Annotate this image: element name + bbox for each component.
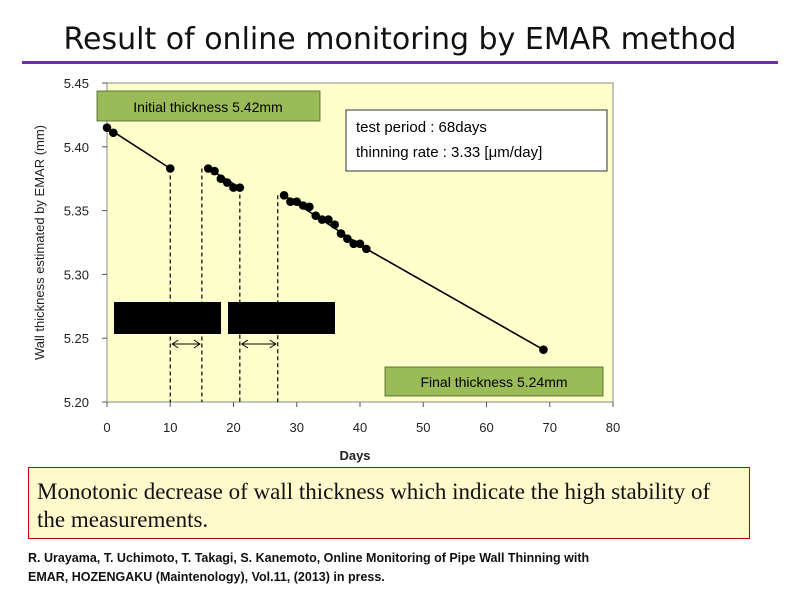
x-axis-label: Days: [339, 448, 370, 463]
data-point: [229, 183, 238, 192]
citation-line-2: EMAR, HOZENGAKU (Maintenology), Vol.11, …: [28, 570, 385, 584]
x-tick-label: 60: [479, 420, 493, 435]
y-axis-label: Wall thickness estimated by EMAR (mm): [32, 125, 47, 360]
y-tick-label: 5.25: [64, 331, 89, 346]
data-point: [222, 178, 232, 187]
data-point: [305, 202, 314, 212]
conclusion-box: Monotonic decrease of wall thickness whi…: [28, 467, 750, 539]
data-point: [539, 345, 548, 354]
axis-layer: 0 10 20 30 40 50 60 70 80 5.20 5.25 5.30 5.35 5.40 5.4…: [32, 76, 620, 463]
shutdown-label-2: shutdown: [228, 302, 335, 334]
x-tick-label: 80: [606, 420, 620, 435]
x-tick-label: 70: [543, 420, 557, 435]
data-point: [317, 215, 327, 224]
x-tick-label: 10: [163, 420, 177, 435]
x-tick-label: 30: [290, 420, 304, 435]
arrow-head-left: [240, 339, 249, 349]
slide-title: Result of online monitoring by EMAR meth…: [63, 22, 737, 57]
y-tick-label: 5.30: [64, 267, 89, 282]
y-tick-label: 5.45: [64, 76, 89, 91]
data-point: [216, 174, 226, 183]
x-tick-label: 0: [103, 420, 110, 435]
y-tick-label: 5.20: [64, 395, 89, 410]
citation-line-1: R. Urayama, T. Uchimoto, T. Takagi, S. K…: [28, 551, 590, 565]
trend-line: [106, 126, 171, 170]
shutdown-label-1: shutdown: [114, 302, 221, 334]
data-point: [343, 234, 352, 243]
data-point: [210, 166, 219, 176]
data-point: [311, 211, 321, 221]
conclusion-text: Monotonic decrease of wall thickness whi…: [37, 479, 711, 532]
final-thickness-text: Final thickness 5.24mm: [420, 374, 567, 390]
initial-thickness-text: Initial thickness 5.42mm: [133, 99, 282, 115]
final-thickness-label: Final thickness 5.24mm: [384, 366, 604, 397]
data-point: [349, 239, 358, 249]
shutdown-text-2: shutdown: [247, 312, 316, 329]
data-point: [330, 220, 340, 229]
thickness-chart: 0 10 20 30 40 50 60 70 80 5.20 5.25 5.30 5.35 5.40 5.4…: [32, 76, 620, 463]
data-points: [102, 123, 548, 354]
trend-line: [365, 248, 544, 351]
arrow-head-right: [193, 339, 201, 349]
arrow-head-right: [269, 339, 277, 349]
shutdown-text-1: shutdown: [133, 312, 202, 329]
data-point: [362, 244, 371, 254]
initial-thickness-label: Initial thickness 5.42mm: [96, 90, 321, 122]
data-point: [102, 123, 112, 132]
x-tick-label: 50: [416, 420, 430, 435]
title-divider: [22, 61, 778, 64]
data-point: [165, 164, 175, 173]
data-point: [355, 239, 365, 249]
y-tick-label: 5.40: [64, 140, 89, 155]
data-point: [324, 215, 333, 224]
y-tick-label: 5.35: [64, 204, 89, 219]
data-point: [292, 197, 302, 206]
x-tick-label: 40: [353, 420, 367, 435]
data-point: [286, 197, 295, 206]
test-info-box: test period : 68days thinning rate : 3.3…: [345, 109, 608, 172]
data-point: [279, 190, 289, 200]
data-point: [336, 229, 346, 238]
citation: R. Urayama, T. Uchimoto, T. Takagi, S. K…: [28, 549, 768, 587]
shutdown-markers: [169, 168, 279, 402]
thinning-rate-text: thinning rate : 3.33 [μm/day]: [356, 144, 542, 161]
test-period-text: test period : 68days: [356, 119, 487, 136]
data-point: [109, 128, 118, 138]
x-tick-label: 20: [226, 420, 240, 435]
data-point: [235, 183, 245, 192]
arrow-head-left: [171, 339, 179, 349]
